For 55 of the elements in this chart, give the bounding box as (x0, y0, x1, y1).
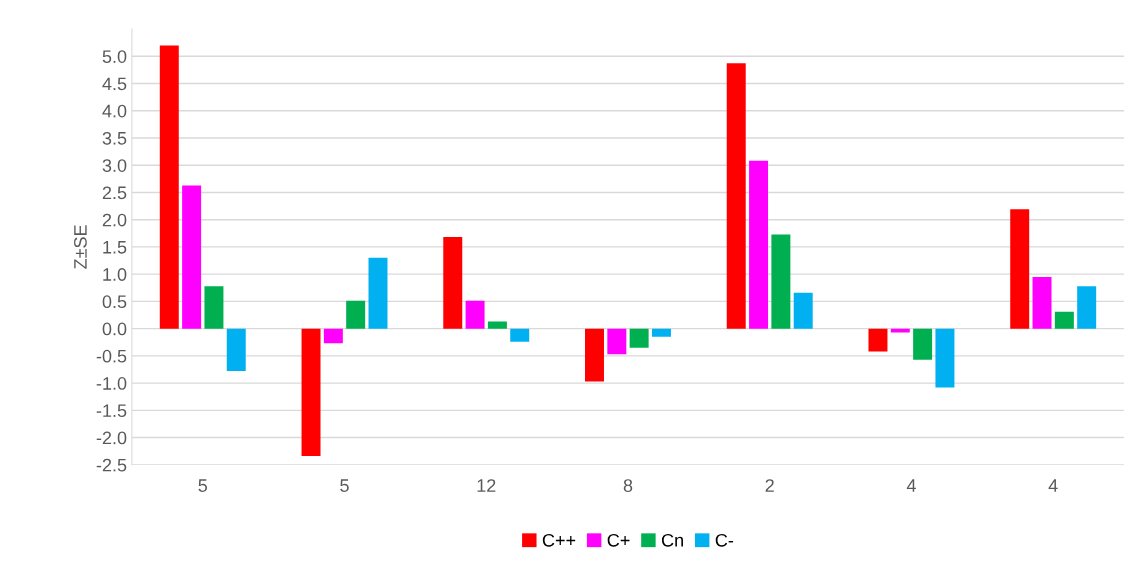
bar (793, 292, 813, 329)
y-tick-label: -1.0 (96, 377, 127, 390)
bar (726, 63, 746, 329)
bar (749, 160, 769, 329)
y-tick-label: -2.5 (96, 458, 127, 472)
legend-label: C- (715, 533, 734, 547)
y-tick-label: 3.0 (102, 159, 127, 172)
bar (913, 328, 933, 360)
y-tick-label: 4.5 (102, 77, 127, 91)
bar (607, 328, 627, 355)
bar (1010, 209, 1030, 329)
bar (159, 45, 179, 329)
y-tick-label: 0.5 (102, 295, 127, 309)
y-tick-label: -1.5 (96, 404, 127, 418)
y-tick-label: 4.0 (102, 104, 127, 118)
y-tick-label: -2.0 (96, 431, 127, 445)
legend-label: C+ (607, 533, 630, 547)
y-tick-label: -0.5 (96, 349, 127, 363)
bar (629, 328, 649, 348)
bar (204, 286, 224, 329)
bar (1077, 286, 1097, 329)
legend-label: Cn (661, 533, 683, 547)
bar (323, 328, 343, 344)
x-tick-label: 2 (765, 479, 774, 492)
x-tick-label: 8 (623, 479, 633, 492)
x-tick-label: 5 (340, 479, 349, 492)
bar (226, 328, 246, 372)
bar (465, 300, 485, 329)
y-tick-label: 1.5 (103, 241, 127, 254)
bar (771, 234, 791, 329)
bar (510, 328, 530, 342)
x-tick-label: 5 (198, 479, 208, 492)
bar (368, 257, 388, 329)
legend-label: C++ (542, 533, 576, 547)
y-tick-label: 0.0 (102, 322, 127, 336)
y-tick-label: 2.5 (102, 186, 127, 200)
y-tick-label: 3.5 (102, 131, 127, 145)
bar (182, 185, 202, 329)
x-tick-label: 12 (477, 479, 496, 492)
y-tick-label: 5.0 (102, 50, 127, 63)
bar (1032, 276, 1052, 329)
bar (301, 328, 321, 457)
bar (487, 321, 507, 329)
bar (651, 328, 671, 337)
x-tick-label: 4 (1048, 479, 1058, 492)
y-axis-title: Z±SE (74, 225, 87, 269)
x-tick-label: 4 (906, 479, 916, 492)
bar (346, 300, 366, 329)
bar (585, 328, 604, 382)
y-tick-label: 2.0 (102, 213, 127, 227)
bar (1054, 311, 1074, 329)
bar (935, 328, 955, 388)
bar (443, 237, 463, 329)
y-tick-label: 1.0 (103, 268, 127, 281)
bar (868, 328, 888, 352)
